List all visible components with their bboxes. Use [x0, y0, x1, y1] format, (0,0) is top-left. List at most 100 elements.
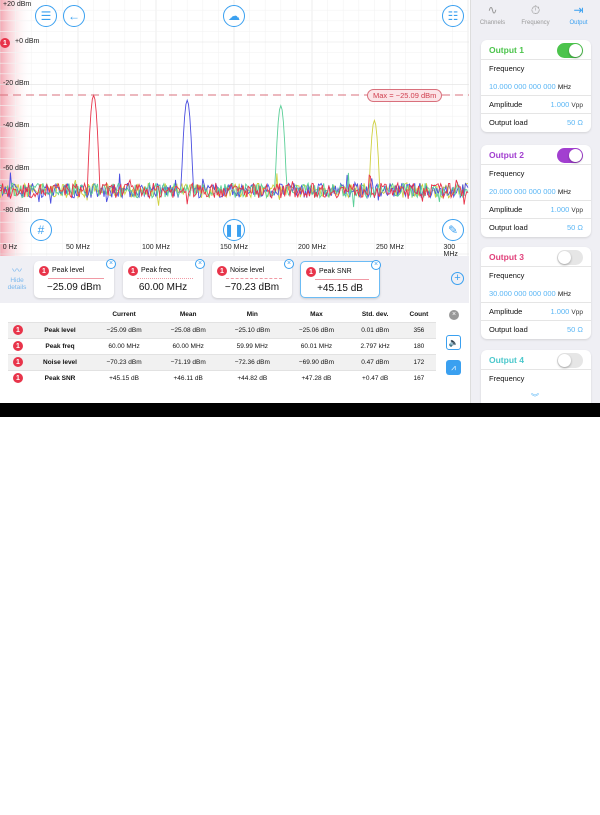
output-title: Output 4	[489, 355, 524, 365]
add-measurement-button[interactable]: +	[451, 272, 464, 285]
output-toggle[interactable]	[557, 148, 583, 163]
output-toggle[interactable]	[557, 43, 583, 58]
spectrum-trace-3	[0, 104, 469, 208]
channel-badge: 1	[217, 266, 227, 276]
arrow-left-icon: ←	[68, 9, 80, 23]
x-tick: 50 MHz	[65, 244, 91, 251]
cloud-upload-icon: ☁	[228, 9, 240, 23]
cell-value: −25.10 dBm	[220, 321, 285, 338]
amplitude-label: Amplitude	[489, 100, 523, 109]
x-tick: 0 Hz	[2, 244, 18, 251]
cell-value: +47.28 dB	[284, 369, 349, 386]
channel-badge: 1	[128, 266, 138, 276]
remove-card-button[interactable]: ×	[284, 259, 294, 269]
amplitude-unit: Vpp	[571, 309, 583, 316]
y-tick: +0 dBm	[15, 38, 40, 45]
amplitude-field[interactable]: Amplitude 1.000 Vpp	[481, 96, 591, 114]
table-row: 1 Peak SNR +45.15 dB +46.11 dB +44.82 dB +47.…	[8, 369, 436, 386]
measurement-card-peak-snr[interactable]: 1 Peak SNR +45.15 dB ×	[300, 260, 381, 298]
output-toggle[interactable]	[557, 250, 583, 265]
output-card-3: Output 3 Frequency 30.000 000 000 000 MHz…	[481, 247, 591, 339]
spectrum-svg	[0, 0, 469, 256]
frequency-value: 10.000 000 000 000	[489, 82, 556, 91]
cell-value: +44.82 dB	[220, 369, 285, 386]
x-tick: 200 MHz	[297, 244, 327, 251]
annotate-button[interactable]: ✎	[442, 219, 464, 241]
output-load-field[interactable]: Output load 50 Ω	[481, 219, 591, 237]
cell-value: 0.01 dBm	[348, 321, 402, 338]
sliders-icon: ☷	[447, 9, 459, 23]
frequency-unit: MHz	[557, 291, 572, 298]
upload-button[interactable]: ☁	[223, 5, 245, 27]
output-load-field[interactable]: Output load 50 Ω	[481, 321, 591, 339]
cell-value: −25.08 dBm	[156, 321, 221, 338]
amplitude-label: Amplitude	[489, 307, 523, 316]
amplitude-unit: Vpp	[571, 102, 583, 109]
plus-icon: +	[454, 272, 461, 284]
statistics-table: Current Mean Min Max Std. dev. Count 1 Pe…	[8, 308, 436, 386]
column-header: Max	[310, 311, 323, 319]
frequency-field[interactable]: 10.000 000 000 000 MHz	[481, 78, 591, 96]
amplitude-value: 1.000	[550, 307, 570, 316]
output-load-field[interactable]: Output load 50 Ω	[481, 114, 591, 132]
tab-output[interactable]: ⇥ Output	[557, 3, 600, 26]
output-load-value: 50 Ω	[566, 118, 583, 127]
frequency-field[interactable]: 30.000 000 000 000 MHz	[481, 285, 591, 303]
table-header: Current Mean Min Max Std. dev. Count	[8, 308, 436, 322]
frequency-value: 30.000 000 000 000	[489, 289, 556, 298]
close-table-button[interactable]: ×	[449, 310, 459, 320]
sound-button[interactable]: 🔈	[446, 335, 461, 350]
measurement-card-noise-level[interactable]: 1 Noise level −70.23 dBm ×	[212, 259, 294, 298]
frequency-field[interactable]: 20.000 000 000 000 MHz	[481, 183, 591, 201]
column-header: Count	[409, 311, 429, 319]
spectrum-plot[interactable]: +20 dBm +0 dBm 1 -20 dBm -40 dBm -60 dBm…	[0, 0, 469, 256]
column-header: Current	[112, 311, 136, 319]
back-button[interactable]: ←	[63, 5, 85, 27]
remove-card-button[interactable]: ×	[195, 259, 205, 269]
output-load-value: 50 Ω	[566, 223, 583, 232]
remove-card-button[interactable]: ×	[371, 260, 381, 270]
tab-channels[interactable]: ∿ Channels	[471, 3, 514, 26]
remove-card-button[interactable]: ×	[106, 259, 116, 269]
menu-button[interactable]: ☰	[35, 5, 57, 27]
frequency-unit: MHz	[557, 84, 572, 91]
measurement-card-peak-freq[interactable]: 1 Peak freq 60.00 MHz ×	[123, 259, 205, 298]
cell-value: 172	[401, 353, 436, 370]
output-icon: ⇥	[573, 3, 584, 17]
cell-value: +45.15 dB	[92, 369, 157, 386]
frequency-value: 20.000 000 000 000	[489, 187, 556, 196]
amplitude-field[interactable]: Amplitude 1.000 Vpp	[481, 201, 591, 219]
sine-wave-icon: ∿	[487, 3, 498, 17]
table-row: 1 Peak freq 60.00 MHz 60.00 MHz 59.99 MHz 60.…	[8, 337, 436, 354]
channel-badge: 1	[13, 325, 23, 335]
cell-value: 60.00 MHz	[92, 337, 157, 354]
histogram-button[interactable]: ⩘	[446, 360, 461, 375]
reference-marker-badge[interactable]: 1	[0, 38, 10, 48]
output-load-label: Output load	[489, 223, 528, 232]
tab-frequency[interactable]: ⏱ Frequency	[514, 3, 557, 26]
card-value: +45.15 dB	[317, 283, 363, 294]
row-name: Peak level	[28, 321, 92, 338]
frequency-unit: MHz	[557, 189, 572, 196]
amplitude-value: 1.000	[550, 100, 570, 109]
measurement-card-peak-level[interactable]: 1 Peak level −25.09 dBm ×	[34, 259, 116, 298]
max-level-label: Max = −25.09 dBm	[367, 89, 443, 102]
pause-button[interactable]: ❚❚	[223, 219, 245, 241]
cell-value: +46.11 dB	[156, 369, 221, 386]
scroll-more-icon[interactable]: ︾	[531, 393, 539, 402]
tab-label: Channels	[479, 20, 506, 26]
amplitude-label: Amplitude	[489, 205, 523, 214]
speaker-icon: 🔈	[448, 338, 459, 347]
grid-button[interactable]: #	[30, 219, 52, 241]
stopwatch-icon: ⏱	[530, 3, 541, 17]
output-toggle[interactable]	[557, 353, 583, 368]
menu-icon: ☰	[40, 9, 52, 23]
card-value: 60.00 MHz	[138, 282, 188, 293]
settings-button[interactable]: ☷	[442, 5, 464, 27]
output-card-2: Output 2 Frequency 20.000 000 000 000 MHz…	[481, 145, 591, 237]
hide-details-button[interactable]: 〰 Hide details	[4, 262, 30, 291]
cell-value: −71.19 dBm	[156, 353, 221, 370]
amplitude-field[interactable]: Amplitude 1.000 Vpp	[481, 303, 591, 321]
cell-value: 60.00 MHz	[156, 337, 221, 354]
